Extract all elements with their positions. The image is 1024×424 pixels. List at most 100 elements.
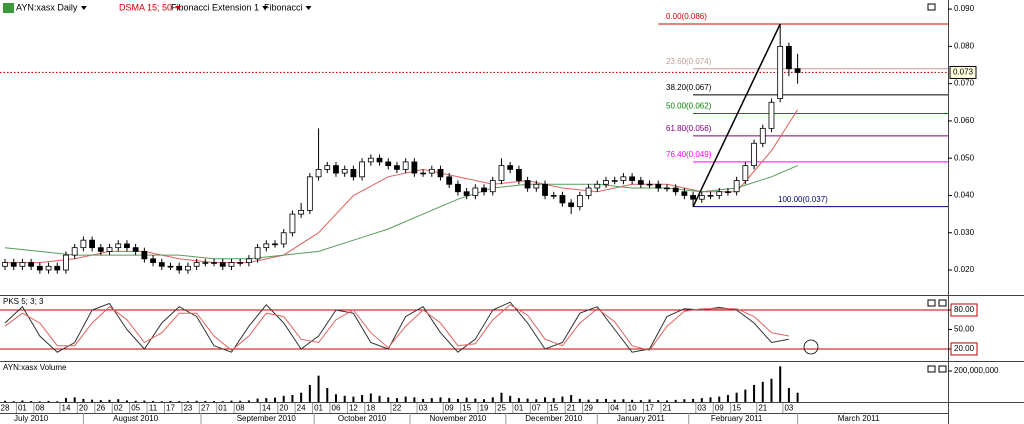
candle-body: [228, 262, 235, 267]
volume-bar: [631, 399, 634, 402]
candle-body: [237, 262, 244, 264]
volume-bar: [683, 399, 686, 402]
dropdown-arrow: [80, 6, 87, 10]
volume-bar: [796, 392, 799, 402]
x-tick-label: 08: [35, 404, 44, 413]
oscillator-line: [4, 304, 789, 351]
candle-body: [394, 165, 400, 170]
candle-body: [698, 195, 705, 200]
maximize-button[interactable]: [927, 3, 936, 11]
volume-bar: [578, 398, 581, 402]
last-price-box: [949, 65, 977, 79]
x-tick-label: 17: [166, 404, 175, 413]
volume-bar: [395, 398, 398, 402]
volume-bar: [726, 395, 729, 402]
volume-bar: [561, 396, 564, 402]
x-tick-label: 17: [645, 404, 654, 413]
candle-body: [472, 187, 479, 196]
candle-body: [794, 68, 801, 73]
x-tick-label: 07: [532, 404, 541, 413]
candle-body: [350, 168, 357, 178]
volume-bar: [657, 400, 660, 402]
fib-level-label: 0.00(0.086): [666, 12, 707, 21]
candle-body: [193, 262, 200, 267]
indicator-label[interactable]: DSMA 15; 50: [119, 2, 172, 12]
candle-body: [637, 180, 644, 185]
candle-body: [611, 180, 618, 182]
volume-bar: [274, 397, 277, 402]
candle-body: [315, 168, 322, 178]
x-tick-label: 23: [183, 404, 192, 413]
fib-level-label: 76.40(0.049): [666, 150, 712, 159]
candle-body: [28, 262, 35, 267]
candle-body: [89, 239, 95, 249]
candle-body: [725, 191, 731, 193]
volume-bar: [700, 398, 703, 402]
volume-bar: [239, 400, 242, 402]
volume-bar: [718, 396, 721, 402]
month-label: February 2011: [711, 414, 763, 423]
volume-bar: [770, 378, 773, 402]
close-button[interactable]: [938, 365, 947, 373]
fib-level-label: 23.60(0.074): [666, 57, 712, 66]
maximize-button[interactable]: [927, 299, 936, 307]
x-tick-label: 03: [784, 404, 793, 413]
candle-body: [359, 161, 366, 178]
volume-bar: [648, 399, 651, 402]
y-tick-label: 200,000,000: [954, 366, 999, 375]
volume-bar: [21, 400, 24, 402]
volume-bar: [12, 401, 15, 402]
y-tick-label: 0.070: [954, 79, 975, 88]
candle-body: [263, 243, 270, 249]
x-tick-label: 08: [236, 404, 245, 413]
candle-body: [280, 232, 287, 245]
volume-bar: [256, 398, 259, 402]
month-label: August 2010: [113, 414, 158, 423]
candle-body: [289, 213, 296, 234]
candle-body: [411, 161, 418, 174]
x-tick-label: 03: [419, 404, 428, 413]
candle-body: [115, 243, 122, 249]
volume-bar: [779, 366, 782, 402]
candle-body: [341, 168, 348, 174]
tool-label[interactable]: Fibonacci Extension 1: [171, 2, 259, 12]
month-label: January 2011: [617, 414, 665, 423]
candle-body: [463, 191, 470, 196]
symbol-label[interactable]: AYN:xasx Daily: [16, 2, 78, 12]
candle-body: [36, 265, 43, 271]
app-icon[interactable]: [3, 3, 14, 13]
volume-bar: [753, 384, 756, 402]
candle-body: [19, 262, 26, 267]
candle-body: [71, 247, 78, 256]
volume-bar: [38, 401, 41, 402]
x-tick-label: 04: [610, 404, 619, 413]
tool-label[interactable]: Fibonacci: [264, 2, 303, 12]
candle-body: [45, 265, 52, 271]
volume-bar: [604, 398, 607, 402]
candle-body: [603, 180, 609, 185]
candle-body: [150, 258, 156, 263]
volume-bar: [300, 392, 303, 402]
volume-bar: [709, 397, 712, 402]
x-tick-label: 29: [584, 404, 593, 413]
volume-bar: [230, 400, 233, 402]
volume-bar: [82, 398, 85, 402]
fib-trend-line: [692, 23, 781, 207]
maximize-button[interactable]: [927, 365, 936, 373]
candle-body: [2, 262, 8, 267]
x-tick-label: 15: [549, 404, 558, 413]
fib-level-label: 38.20(0.067): [666, 83, 712, 92]
y-tick-label: 0.090: [954, 4, 975, 13]
volume-bar: [413, 397, 416, 402]
candle-body: [245, 258, 252, 263]
volume-bar: [387, 397, 390, 402]
volume-bar: [4, 400, 6, 402]
panel-title: PKS 5; 3; 3: [3, 297, 44, 306]
close-button[interactable]: [938, 299, 947, 307]
volume-bar: [169, 400, 172, 402]
x-tick-label: 26: [96, 404, 105, 413]
volume-bar: [500, 392, 503, 402]
volume-bar: [744, 389, 747, 402]
volume-bar: [204, 400, 207, 402]
x-tick-label: 02: [114, 404, 123, 413]
